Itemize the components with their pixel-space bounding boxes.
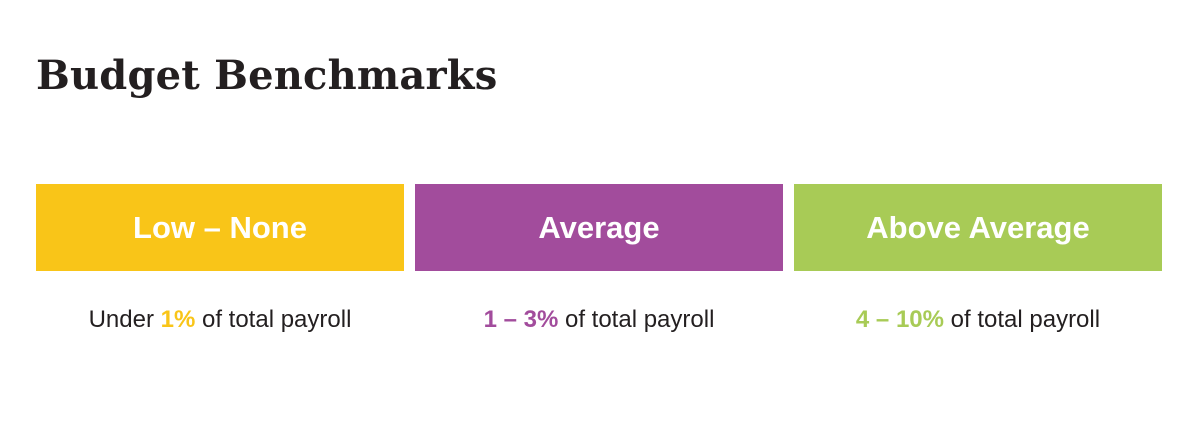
tier: Low – None Under 1% of total payroll xyxy=(36,184,404,334)
note-highlight: 4 – 10% xyxy=(855,306,944,333)
note-text: of total payroll xyxy=(950,306,1101,333)
note-text: of total payroll xyxy=(201,306,352,333)
tier: Average 1 – 3% of total payroll xyxy=(415,184,783,334)
note-text: of total payroll xyxy=(564,306,715,333)
note-highlight: 1% xyxy=(160,306,196,333)
title: Budget Benchmarks xyxy=(36,52,498,99)
note-text: Under xyxy=(88,306,154,333)
tier-note: 4 – 10% of total payroll xyxy=(794,306,1162,334)
tier: Above Average 4 – 10% of total payroll xyxy=(794,184,1162,334)
tier-note: 1 – 3% of total payroll xyxy=(415,306,783,334)
tiers: Low – None Under 1% of total payroll Avera… xyxy=(36,184,1162,334)
note-highlight: 1 – 3% xyxy=(483,306,559,333)
tier-label: Average xyxy=(415,184,783,271)
tier-label: Low – None xyxy=(36,184,404,271)
tier-note: Under 1% of total payroll xyxy=(36,306,404,334)
tier-label: Above Average xyxy=(794,184,1162,271)
